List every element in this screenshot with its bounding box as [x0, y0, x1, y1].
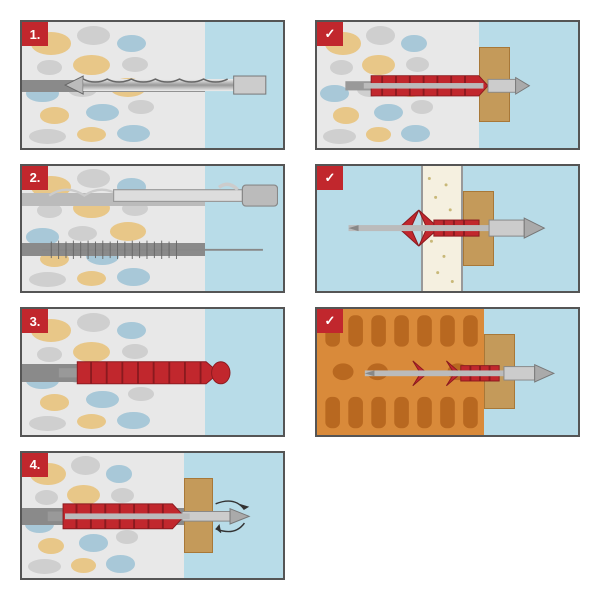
step-4-panel: 4. [20, 451, 285, 581]
pebble [38, 538, 64, 554]
pebble [117, 35, 146, 53]
check-badge: ✓ [317, 166, 343, 190]
pebble [128, 100, 154, 114]
pebble [77, 127, 106, 142]
pebble [77, 414, 106, 429]
pebble [77, 26, 110, 45]
anchor-brick-icon [359, 357, 563, 390]
pebble [86, 104, 119, 122]
step-badge: 4. [22, 453, 48, 477]
check-badge: ✓ [317, 22, 343, 46]
pebble [86, 391, 119, 409]
pebble [374, 104, 403, 122]
pebble [128, 387, 154, 401]
anchor-icon [53, 359, 249, 387]
pebble [401, 125, 430, 143]
pebble [29, 416, 66, 431]
pebble [117, 125, 150, 143]
step-2-panel: 2. [20, 164, 285, 294]
step-badge: 1. [22, 22, 48, 46]
pebble [117, 268, 150, 286]
pebble [401, 35, 427, 53]
pebble [79, 534, 108, 552]
result-drywall-panel: ✓ [315, 164, 580, 294]
pebble [333, 107, 359, 123]
pebble [106, 555, 135, 573]
result-brick-panel: ✓ [315, 307, 580, 437]
pebble [71, 558, 97, 573]
pebble [29, 129, 66, 144]
anchor-screw-icon [38, 500, 278, 533]
pebble [40, 394, 69, 410]
blow-pump-icon [43, 178, 278, 213]
step-3-panel: 3. [20, 307, 285, 437]
pebble [366, 127, 392, 142]
pebble [29, 272, 66, 287]
step-badge: 3. [22, 309, 48, 333]
step-1-panel: 1. [20, 20, 285, 150]
pebble [406, 57, 429, 72]
pebble [71, 456, 100, 475]
result-solid-panel: ✓ [315, 20, 580, 150]
drill-bit-icon [48, 70, 283, 100]
pebble [122, 344, 148, 359]
step-badge: 2. [22, 166, 48, 190]
instruction-grid: 1. ✓ 2. [20, 20, 580, 580]
pebble [77, 271, 106, 286]
pebble [106, 465, 132, 483]
pebble [117, 412, 150, 430]
pebble [323, 129, 355, 144]
anchor-installed-icon [333, 72, 542, 100]
empty-cell [315, 451, 580, 581]
pebble [366, 26, 395, 45]
pebble [40, 107, 69, 123]
pebble [411, 100, 434, 114]
pebble [77, 313, 110, 332]
pebble [117, 322, 146, 340]
check-badge: ✓ [317, 309, 343, 333]
pebble [28, 559, 60, 574]
anchor-toggle-icon [338, 208, 560, 248]
brush-icon [22, 236, 283, 264]
